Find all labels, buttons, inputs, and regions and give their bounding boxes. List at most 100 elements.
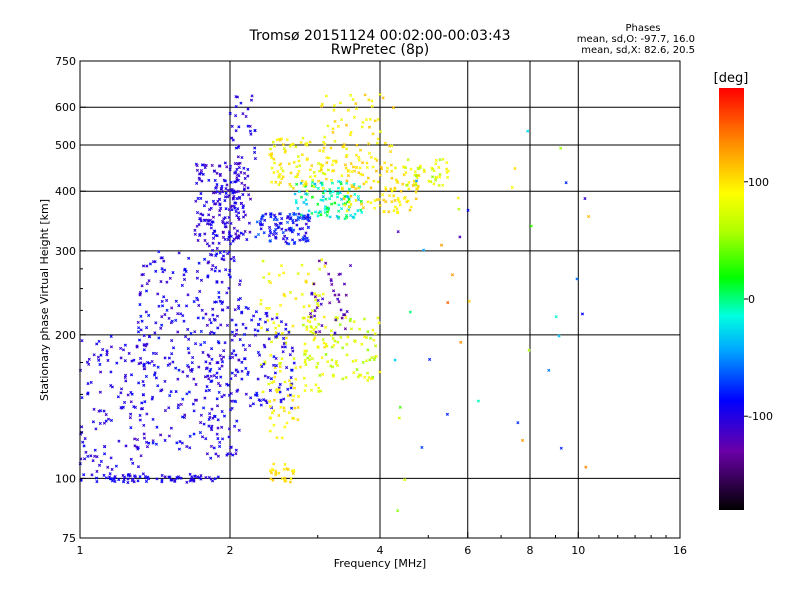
echo-point [313, 314, 317, 318]
echo-point [242, 332, 247, 337]
echo-point [119, 346, 123, 350]
echo-point [309, 312, 313, 316]
phase-stats-x: mean, sd,X: 82.6, 20.5 [581, 45, 695, 56]
echo-point [182, 273, 186, 277]
echo-point [137, 362, 141, 366]
echo-point [350, 170, 354, 174]
echo-point [225, 183, 229, 187]
echo-point [206, 274, 210, 278]
echo-point [304, 192, 308, 196]
echo-point [305, 327, 309, 332]
echo-point [300, 153, 304, 157]
echo-point [304, 239, 308, 243]
echo-point [208, 207, 212, 212]
echo-point [219, 323, 223, 327]
echo-point [283, 234, 287, 238]
echo-point [275, 312, 279, 316]
echo-point [98, 421, 102, 426]
echo-point [364, 359, 369, 363]
echo-point [336, 297, 340, 301]
echo-point [230, 399, 234, 403]
echo-point [274, 335, 278, 339]
echo-point [85, 360, 90, 364]
echo-point [157, 336, 161, 340]
echo-point [367, 375, 371, 380]
echo-point [319, 389, 323, 393]
echo-point [230, 124, 234, 128]
echo-point [261, 259, 265, 263]
echo-point [138, 413, 142, 417]
echo-point [291, 324, 295, 328]
echo-point [296, 405, 300, 410]
echo-point [416, 166, 420, 170]
echo-point [389, 149, 393, 154]
echo-point [123, 373, 128, 377]
echo-point [227, 235, 231, 239]
echo-point [220, 184, 224, 188]
echo-point [306, 213, 310, 217]
echo-point [268, 153, 272, 157]
echo-point [110, 385, 114, 389]
echo-point [329, 364, 333, 368]
echo-point [259, 298, 263, 302]
echo-point [373, 199, 377, 203]
echo-point [303, 360, 307, 364]
echo-point [340, 118, 344, 122]
echo-point [186, 364, 190, 368]
echo-point [291, 221, 295, 225]
echo-point [199, 168, 203, 173]
echo-point [250, 94, 254, 98]
echo-point [302, 184, 306, 188]
echo-point [332, 343, 336, 347]
echo-point [169, 426, 173, 430]
echo-point [343, 313, 347, 317]
echo-point [422, 168, 426, 172]
echo-point [234, 180, 238, 184]
echo-point [155, 477, 159, 481]
echo-point [109, 383, 113, 388]
echo-point [314, 298, 318, 302]
echo-point [180, 283, 184, 287]
echo-point [237, 165, 241, 170]
echo-point [269, 353, 273, 357]
echo-point [94, 476, 99, 480]
echo-point [208, 415, 212, 419]
echo-point [268, 469, 272, 473]
echo-point [121, 348, 126, 352]
echo-point [554, 315, 558, 319]
echo-point [170, 478, 174, 482]
echo-point [301, 136, 305, 140]
echo-point [215, 397, 219, 401]
echo-point [186, 327, 190, 331]
echo-point [323, 264, 327, 268]
echo-point [220, 425, 224, 429]
echo-point [234, 452, 238, 456]
echo-point [316, 304, 320, 308]
echo-point [438, 175, 442, 179]
echo-point [308, 175, 312, 179]
echo-point [295, 182, 299, 186]
echo-point [316, 161, 321, 166]
echo-point [89, 380, 93, 384]
echo-point [265, 328, 270, 332]
echo-point [256, 377, 260, 381]
echo-point [352, 339, 357, 343]
echo-point [283, 425, 287, 429]
echo-point [135, 438, 140, 442]
echo-point [438, 173, 442, 177]
y-tick-label: 750 [55, 55, 76, 68]
echo-point [246, 186, 250, 190]
echo-point [214, 265, 218, 270]
echo-point [104, 476, 108, 480]
echo-point [215, 171, 219, 175]
echo-point [434, 162, 438, 166]
echo-point [129, 390, 133, 395]
echo-point [193, 330, 197, 334]
echo-point [240, 360, 244, 364]
echo-point [253, 328, 257, 332]
echo-point [234, 232, 238, 236]
echo-point [356, 375, 360, 379]
echo-point [214, 254, 218, 258]
echo-point [355, 143, 359, 147]
echo-point [147, 441, 151, 445]
